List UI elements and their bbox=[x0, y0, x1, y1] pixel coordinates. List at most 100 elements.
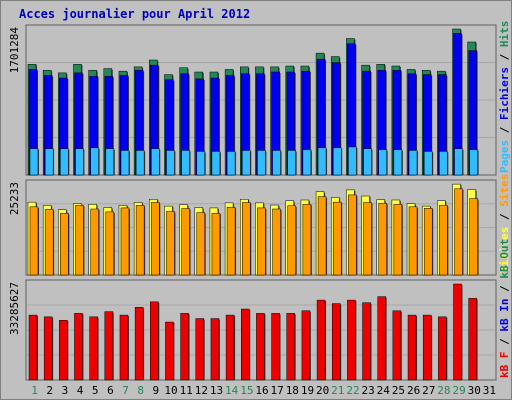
x-tick-label: 26 bbox=[407, 384, 420, 397]
x-tick-label: 21 bbox=[331, 384, 344, 397]
x-tick-label: 6 bbox=[107, 384, 114, 397]
bar-sites bbox=[181, 208, 190, 276]
bar-sites bbox=[120, 207, 130, 276]
bar-kb-f bbox=[28, 314, 38, 381]
bar-sites bbox=[378, 202, 387, 276]
bar-kb-f bbox=[180, 313, 189, 381]
bar-kb-f bbox=[195, 318, 205, 381]
bar-kb-f bbox=[468, 298, 477, 381]
x-tick-label: 4 bbox=[77, 384, 84, 397]
bar-kb-f bbox=[210, 318, 220, 381]
x-tick-label: 17 bbox=[271, 384, 284, 397]
bar-kb-f bbox=[74, 313, 83, 381]
bar-kb-f bbox=[331, 303, 341, 381]
bar-sites bbox=[90, 208, 99, 276]
bar-sites bbox=[317, 196, 327, 276]
bar-kb-f bbox=[59, 320, 68, 381]
bar-pages bbox=[60, 148, 69, 176]
bar-kb-f bbox=[256, 313, 265, 381]
bar-kb-f bbox=[362, 302, 371, 381]
bar-sites bbox=[363, 202, 372, 276]
legend-kb-out: kB Out bbox=[498, 239, 511, 279]
bar-pages bbox=[44, 148, 54, 176]
legend-pages: Pages bbox=[498, 140, 511, 173]
bar-sites bbox=[196, 212, 206, 276]
bar-sites bbox=[211, 213, 221, 276]
bar-pages bbox=[423, 151, 433, 176]
bar-kb-f bbox=[453, 283, 462, 381]
x-tick-label: 18 bbox=[286, 384, 299, 397]
bar-sites bbox=[348, 194, 357, 276]
bar-sites bbox=[408, 206, 418, 276]
x-tick-label: 15 bbox=[240, 384, 253, 397]
bar-pages bbox=[211, 151, 221, 176]
x-tick-label: 1 bbox=[31, 384, 38, 397]
bar-pages bbox=[242, 150, 251, 176]
chart-title: Acces journalier pour April 2012 bbox=[19, 7, 250, 21]
bar-kb-f bbox=[89, 316, 98, 381]
bar-sites bbox=[166, 211, 175, 276]
legend: Pages / Fichiers / Hits bbox=[498, 21, 511, 173]
bar-sites bbox=[454, 188, 463, 276]
bar-kb-f bbox=[43, 316, 53, 381]
bar-kb-f bbox=[165, 321, 174, 381]
bar-kb-f bbox=[271, 313, 280, 381]
bar-pages bbox=[378, 149, 387, 176]
bar-sites bbox=[226, 206, 236, 276]
bar-pages bbox=[469, 149, 478, 176]
x-tick-label: 28 bbox=[437, 384, 450, 397]
x-tick-label: 10 bbox=[164, 384, 177, 397]
legend-separator: / bbox=[498, 47, 511, 67]
x-tick-label: 22 bbox=[346, 384, 359, 397]
bar-pages bbox=[439, 151, 448, 176]
x-tick-label: 25 bbox=[392, 384, 405, 397]
bar-kb-f bbox=[150, 301, 159, 381]
x-tick-label: 12 bbox=[195, 384, 208, 397]
panel-1: 1701284 Pages / Fichiers / Hits bbox=[8, 21, 511, 176]
bar-sites bbox=[332, 201, 342, 276]
bar-pages bbox=[135, 150, 145, 176]
bar-kb-f bbox=[377, 296, 386, 381]
bar-kb-f bbox=[241, 308, 250, 381]
panel-3: 33285627 kB F / kB In / kB Out bbox=[8, 239, 511, 381]
bar-sites bbox=[469, 198, 478, 276]
bar-pages bbox=[317, 147, 327, 176]
bar-kb-f bbox=[407, 314, 417, 381]
bar-pages bbox=[120, 150, 130, 176]
chart-panels: 1701284 Pages / Fichiers / Hits 25233 Visit… bbox=[8, 21, 511, 381]
legend-separator: / bbox=[498, 120, 511, 140]
y-max-label: 25233 bbox=[8, 182, 21, 215]
x-tick-label: 3 bbox=[62, 384, 69, 397]
legend-fichiers: Fichiers bbox=[498, 67, 511, 120]
bar-pages bbox=[272, 150, 281, 176]
legend-visites: Visites bbox=[498, 227, 511, 273]
legend-separator: / bbox=[498, 279, 511, 299]
bar-pages bbox=[454, 148, 463, 176]
bar-sites bbox=[393, 204, 403, 276]
bar-sites bbox=[44, 209, 54, 276]
bar-pages bbox=[393, 149, 403, 176]
bar-sites bbox=[242, 202, 251, 276]
x-tick-label: 20 bbox=[316, 384, 329, 397]
x-tick-label: 27 bbox=[422, 384, 435, 397]
bar-kb-f bbox=[316, 299, 326, 381]
bar-sites bbox=[151, 202, 160, 276]
bar-pages bbox=[363, 148, 372, 176]
legend-kb-f: kB F bbox=[498, 352, 511, 379]
legend-kb-in: kB In bbox=[498, 299, 511, 332]
x-tick-label: 8 bbox=[137, 384, 144, 397]
x-tick-label: 19 bbox=[301, 384, 314, 397]
bar-sites bbox=[135, 205, 145, 276]
bar-pages bbox=[302, 149, 312, 176]
x-tick-label: 13 bbox=[210, 384, 223, 397]
x-tick-label: 16 bbox=[255, 384, 268, 397]
bar-kb-f bbox=[119, 314, 129, 381]
bar-kb-f bbox=[422, 314, 432, 381]
bar-sites bbox=[29, 206, 39, 276]
bar-kb-f bbox=[438, 316, 447, 381]
y-max-label: 33285627 bbox=[8, 282, 21, 335]
bar-sites bbox=[75, 205, 84, 276]
panel-2: 25233 Visites / Sites bbox=[8, 174, 511, 276]
bar-pages bbox=[226, 151, 236, 176]
